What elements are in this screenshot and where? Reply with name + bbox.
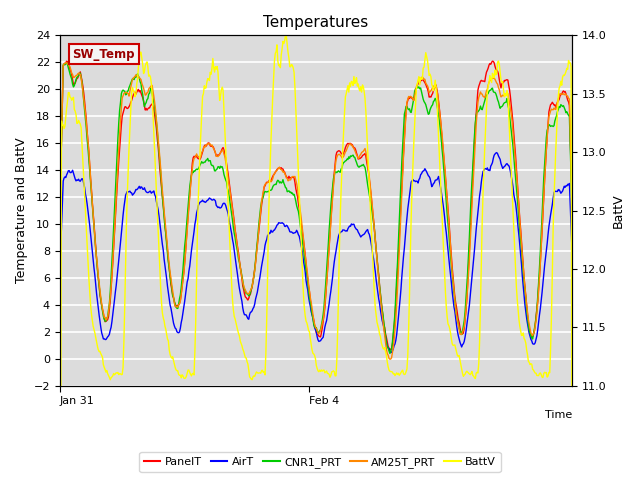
Text: SW_Temp: SW_Temp [72,48,135,60]
Y-axis label: BattV: BattV [612,193,625,228]
Y-axis label: Temperature and BattV: Temperature and BattV [15,138,28,284]
Legend: PanelT, AirT, CNR1_PRT, AM25T_PRT, BattV: PanelT, AirT, CNR1_PRT, AM25T_PRT, BattV [140,452,500,472]
Text: Time: Time [545,410,572,420]
Title: Temperatures: Temperatures [263,15,369,30]
